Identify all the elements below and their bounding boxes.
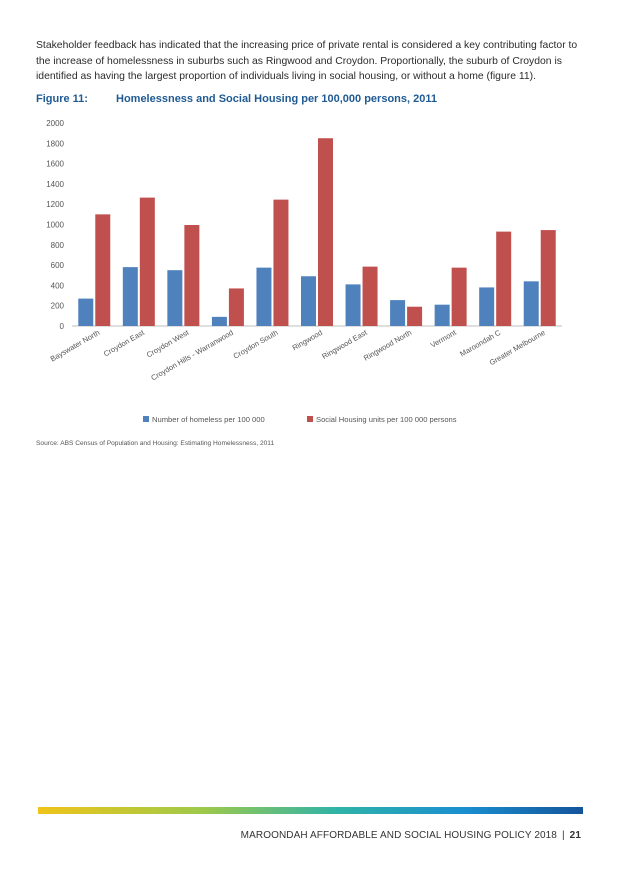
legend-label: Social Housing units per 100 000 persons	[316, 415, 457, 424]
bar-homeless	[479, 287, 495, 326]
source-note: Source: ABS Census of Population and Hou…	[36, 440, 275, 447]
x-category-label: Croydon Hills - Warranwood	[149, 328, 234, 383]
legend-swatch	[307, 416, 313, 422]
bar-homeless	[167, 270, 183, 326]
x-category-label: Ringwood North	[362, 328, 413, 363]
x-category-label: Croydon South	[232, 328, 280, 361]
bar-homeless	[301, 276, 316, 326]
y-tick-label: 0	[60, 322, 65, 331]
bar-homeless	[256, 267, 272, 326]
bar-social-housing	[139, 197, 155, 326]
x-category-label: Ringwood	[291, 328, 324, 352]
bar-social-housing	[540, 230, 556, 326]
x-category-label: Vermont	[429, 327, 458, 349]
y-tick-label: 1400	[46, 180, 64, 189]
footer-gradient-bar	[38, 807, 583, 814]
bar-homeless	[345, 284, 361, 326]
intro-paragraph: Stakeholder feedback has indicated that …	[36, 40, 578, 82]
bar-social-housing	[362, 266, 378, 326]
y-tick-label: 1800	[46, 139, 64, 148]
bar-homeless	[523, 281, 539, 326]
bar-social-housing	[273, 199, 289, 326]
y-tick-label: 200	[51, 302, 65, 311]
bar-social-housing	[318, 138, 333, 326]
x-category-label: Bayswater North	[49, 328, 102, 364]
figure-number: Figure 11:	[36, 93, 88, 105]
y-tick-label: 600	[51, 261, 65, 270]
y-tick-label: 800	[51, 241, 65, 250]
bar-homeless	[211, 316, 227, 326]
figure-title: Homelessness and Social Housing per 100,…	[116, 93, 437, 105]
bar-social-housing	[496, 231, 512, 326]
bar-social-housing	[228, 288, 244, 326]
bar-homeless	[434, 304, 450, 326]
page-footer: MAROONDAH AFFORDABLE AND SOCIAL HOUSING …	[241, 830, 581, 841]
legend-swatch	[143, 416, 149, 422]
y-tick-label: 400	[51, 281, 65, 290]
footer-title: MAROONDAH AFFORDABLE AND SOCIAL HOUSING …	[240, 830, 557, 841]
bar-social-housing	[184, 225, 200, 326]
y-tick-label: 1600	[46, 160, 64, 169]
bar-homeless	[122, 267, 138, 326]
y-tick-label: 1000	[46, 221, 64, 230]
y-tick-label: 2000	[46, 119, 64, 128]
y-tick-label: 1200	[46, 200, 64, 209]
x-category-label: Croydon East	[102, 327, 147, 358]
bar-homeless	[390, 300, 406, 326]
bar-chart: 0 200 400 600 800 1000 1200 1400 1600 1800 2000 Bay…	[46, 119, 562, 424]
bar-homeless	[78, 298, 94, 326]
figure-heading: Figure 11: Homelessness and Social Housi…	[36, 93, 437, 105]
page-number: 21	[569, 830, 581, 841]
footer-separator: |	[561, 830, 565, 841]
legend-label: Number of homeless per 100 000	[152, 415, 265, 424]
bar-social-housing	[95, 214, 111, 326]
bar-social-housing	[407, 306, 423, 326]
bar-social-housing	[451, 267, 467, 326]
